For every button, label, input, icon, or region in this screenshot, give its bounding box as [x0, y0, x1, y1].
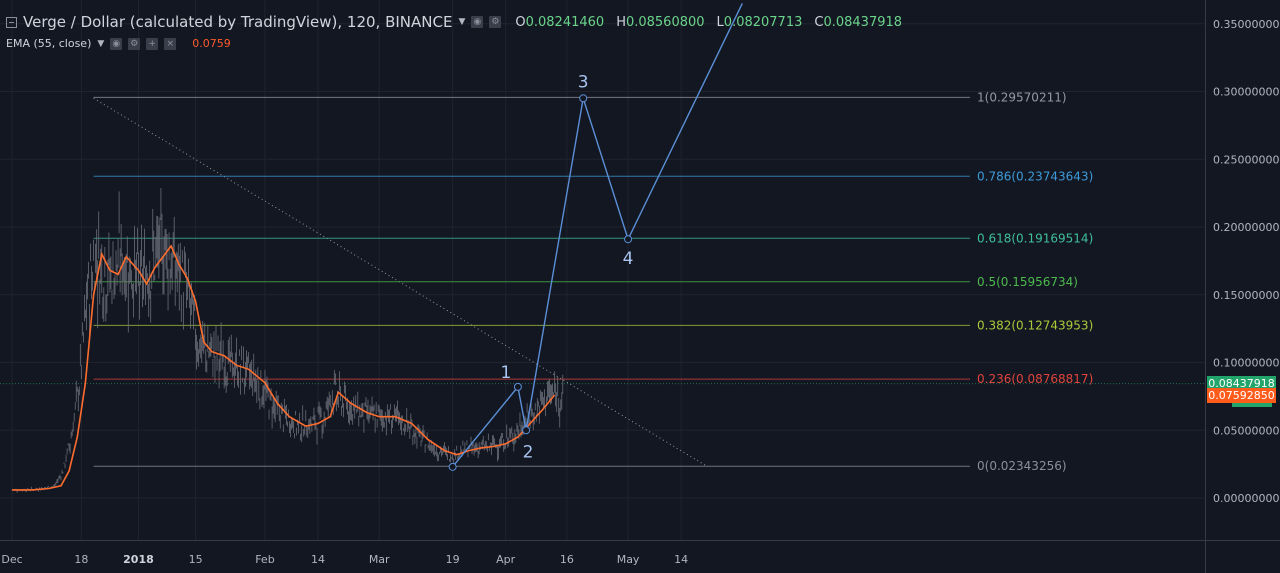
wave-anchor	[448, 462, 457, 471]
add-icon[interactable]: +	[146, 37, 159, 50]
y-tick-label: 0.15000000	[1213, 289, 1279, 302]
wave-anchor	[522, 426, 531, 435]
chevron-down-icon[interactable]: ▼	[97, 38, 105, 49]
ohlc-key: H	[616, 14, 626, 30]
symbol-title[interactable]: Verge / Dollar (calculated by TradingVie…	[23, 13, 453, 31]
y-tick-label: 0.25000000	[1213, 153, 1279, 166]
close-icon[interactable]: ×	[164, 37, 177, 50]
ema-line	[12, 244, 556, 491]
wave-label: 2	[523, 442, 534, 462]
ema-series-line	[12, 244, 556, 491]
fib-level-label: 0.786(0.23743643)	[977, 169, 1093, 183]
y-tick-label: 0.00000000	[1213, 492, 1279, 505]
x-tick-label: May	[617, 553, 640, 566]
ema-price-tag: 0.07592850	[1207, 388, 1276, 404]
wave-label: 4	[623, 249, 634, 269]
x-tick-label: 14	[311, 553, 325, 566]
settings-icon[interactable]: ⚙	[489, 16, 502, 28]
x-tick-label: 16	[560, 553, 574, 566]
ohlc-values: O0.08241460 H0.08560800 L0.08207713 C0.0…	[515, 15, 902, 30]
eye-icon[interactable]: ◉	[471, 16, 484, 28]
x-tick-label: 19	[446, 553, 460, 566]
symbol-row: Verge / Dollar (calculated by TradingVie…	[6, 13, 902, 31]
x-tick-label: 14	[674, 553, 688, 566]
wave-anchor	[579, 94, 588, 103]
y-tick-label: 0.35000000	[1213, 18, 1279, 31]
price-axis[interactable]: 0.35000000 0.30000000 0.25000000 0.20000000…	[1205, 0, 1280, 573]
chart-grid	[0, 0, 1205, 540]
x-tick-label: 2018	[123, 553, 154, 566]
indicator-name[interactable]: EMA (55, close)	[6, 37, 92, 50]
x-tick-label: 18	[74, 553, 88, 566]
chevron-down-icon[interactable]: ▼	[458, 17, 466, 27]
wave-anchor	[513, 382, 522, 391]
fib-level-label: 1(0.29570211)	[977, 90, 1067, 104]
ohlc-low: 0.08207713	[723, 14, 803, 30]
wave-label: 1	[501, 363, 512, 383]
y-tick-label: 0.10000000	[1213, 357, 1279, 370]
ohlc-close: 0.08437918	[823, 14, 903, 30]
collapse-icon[interactable]	[6, 16, 17, 28]
fib-level-label: 0(0.02343256)	[977, 459, 1067, 473]
ohlc-high: 0.08560800	[625, 14, 705, 30]
wave-anchor	[624, 235, 633, 244]
indicator-row: EMA (55, close) ▼ ◉ ⚙ + × 0.0759	[6, 37, 231, 50]
fib-level-label: 0.5(0.15956734)	[977, 275, 1078, 289]
indicator-value: 0.0759	[192, 37, 231, 50]
y-tick-label: 0.30000000	[1213, 86, 1279, 99]
x-tick-label: Apr	[496, 553, 516, 566]
fib-level-label: 0.382(0.12743953)	[977, 318, 1093, 332]
ohlc-key: O	[515, 14, 526, 30]
last-price-tag: 0.08437918	[1207, 375, 1276, 391]
ohlc-open: 0.08241460	[525, 14, 605, 30]
time-axis[interactable]: Dec 18 2018 15 Feb 14 Mar 19 Apr 16 May 14	[0, 540, 1280, 567]
wave-path	[452, 3, 743, 468]
settings-icon[interactable]: ⚙	[128, 37, 141, 50]
x-tick-label: Feb	[255, 553, 274, 566]
fib-level-label: 0.236(0.08768817)	[977, 372, 1093, 386]
y-tick-label: 0.05000000	[1213, 424, 1279, 437]
fibonacci-retracement: 1(0.29570211) 0.786(0.23743643) 0.618(0.19…	[93, 90, 1093, 473]
x-tick-label: Mar	[369, 553, 390, 566]
x-tick-label: 15	[189, 553, 203, 566]
fib-level-label: 0.618(0.19169514)	[977, 231, 1093, 245]
eye-icon[interactable]: ◉	[110, 37, 123, 50]
y-tick-label: 0.20000000	[1213, 221, 1279, 234]
chart-legend: Verge / Dollar (calculated by TradingVie…	[0, 0, 1205, 52]
ohlc-key: C	[814, 14, 824, 30]
x-tick-label: Dec	[1, 553, 22, 566]
wave-label: 3	[578, 72, 589, 92]
ohlc-key: L	[716, 14, 724, 30]
elliott-wave-drawing: 1 2 3 4	[448, 3, 743, 471]
